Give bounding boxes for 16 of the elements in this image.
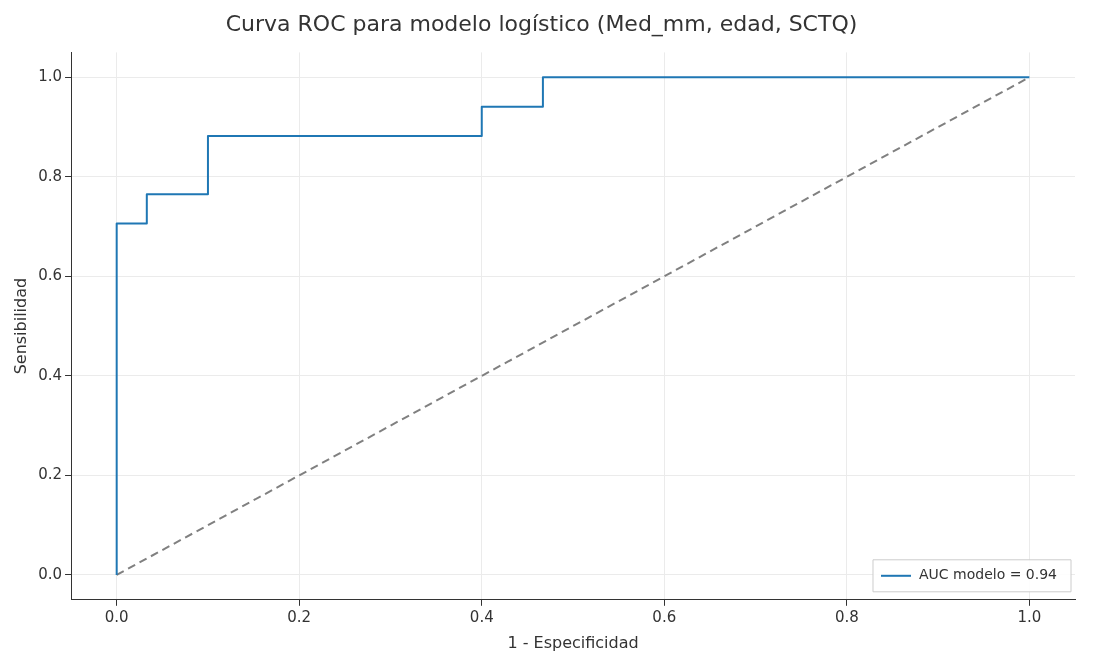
x-tick-label: 0.2 [287,607,312,626]
legend-label: AUC modelo = 0.94 [918,566,1058,583]
x-axis-title: 1 - Especificidad [507,632,639,652]
y-tick-label: 0.6 [38,266,63,285]
y-tick-label: 0.4 [38,365,63,384]
x-tick-label: 0.6 [652,607,677,626]
y-tick-label: 0.2 [38,465,63,484]
y-tick-label: 1.0 [38,67,63,86]
y-tick-label: 0.0 [38,564,63,583]
x-tick-label: 0.8 [834,607,859,626]
y-tick-label: 0.8 [38,166,63,185]
x-tick-label: 0.4 [469,607,494,626]
chart-title: Curva ROC para modelo logístico (Med_mm, edad, SCTQ) [225,10,858,37]
x-tick-label: 1.0 [1017,607,1042,626]
x-tick-label: 0.0 [104,607,129,626]
y-axis-title: Sensibilidad [10,277,30,375]
